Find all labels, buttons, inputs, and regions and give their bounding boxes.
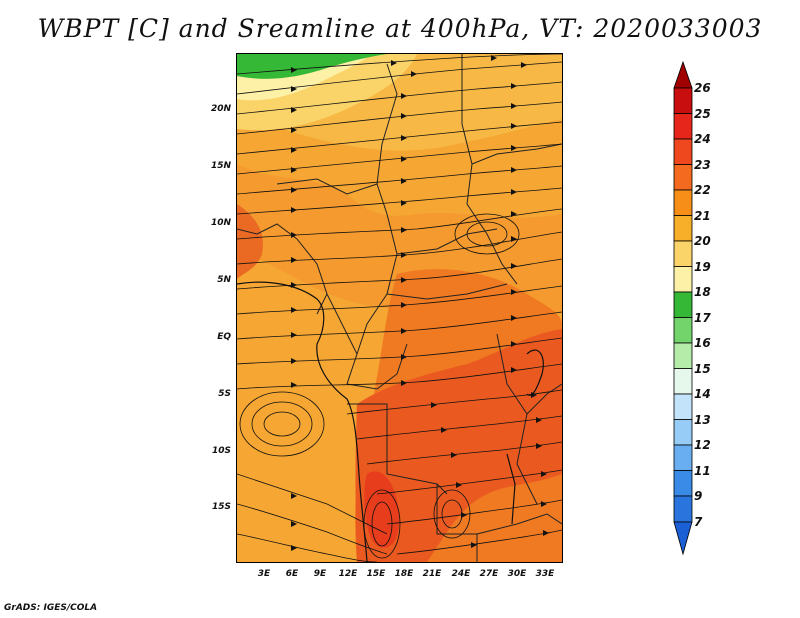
colorbar-label-15: 15 <box>694 362 711 376</box>
streamlines <box>237 54 562 562</box>
country-borders <box>237 54 562 562</box>
colorbar-top-arrow <box>673 60 693 89</box>
lat-label-15n: 15N <box>210 161 231 171</box>
colorbar-label-9: 9 <box>694 489 703 503</box>
colorbar-seg-22 <box>673 164 693 191</box>
colorbar-label-21: 21 <box>694 209 711 223</box>
colorbar-seg-25 <box>673 87 693 114</box>
colorbar-label-14: 14 <box>694 387 711 401</box>
colorbar-label-19: 19 <box>694 260 711 274</box>
field-green <box>237 54 387 79</box>
colorbar-label-17: 17 <box>694 311 711 325</box>
colorbar-label-22: 22 <box>694 183 711 197</box>
field-red-orange <box>355 329 562 562</box>
colorbar-label-23: 23 <box>694 158 711 172</box>
colorbar-label-13: 13 <box>694 413 711 427</box>
map-title: WBPT [C] and Sreamline at 400hPa, VT: 20… <box>37 14 763 43</box>
lon-label-3e: 3E <box>257 569 271 579</box>
colorbar-seg-21 <box>673 189 693 216</box>
colorbar-seg-11 <box>673 444 693 471</box>
colorbar <box>673 60 693 556</box>
lat-label-15s: 15S <box>211 502 231 512</box>
field-lighter-southwest <box>237 380 347 562</box>
colorbar-bottom-arrow <box>673 521 693 556</box>
streamline-arrows <box>291 55 549 551</box>
lon-label-33e: 33E <box>535 569 555 579</box>
colorbar-label-26: 26 <box>694 81 711 95</box>
colorbar-label-24: 24 <box>694 132 711 146</box>
colorbar-seg-17 <box>673 291 693 318</box>
map-panel <box>236 53 563 563</box>
colorbar-label-16: 16 <box>694 336 711 350</box>
field-red-blob <box>364 471 400 548</box>
colorbar-seg-14 <box>673 368 693 395</box>
colorbar-seg-18 <box>673 266 693 293</box>
colorbar-seg-23 <box>673 138 693 165</box>
lon-label-6e: 6E <box>285 569 299 579</box>
lat-label-10n: 10N <box>210 218 231 228</box>
colorbar-seg-20 <box>673 215 693 242</box>
colorbar-seg-19 <box>673 240 693 267</box>
lat-label-20n: 20N <box>210 104 231 114</box>
colorbar-seg-24 <box>673 113 693 140</box>
colorbar-seg-16 <box>673 317 693 344</box>
lon-label-9e: 9E <box>313 569 327 579</box>
lat-label-5s: 5S <box>218 389 231 399</box>
colorbar-seg-13 <box>673 393 693 420</box>
lon-label-12e: 12E <box>338 569 358 579</box>
lon-label-21e: 21E <box>422 569 442 579</box>
lat-label-eq: EQ <box>217 332 231 342</box>
lon-label-27e: 27E <box>479 569 499 579</box>
colorbar-label-20: 20 <box>694 234 711 248</box>
colorbar-label-18: 18 <box>694 285 711 299</box>
colorbar-seg-9 <box>673 470 693 497</box>
colorbar-label-11: 11 <box>694 464 711 478</box>
colorbar-seg-7 <box>673 495 693 523</box>
lat-label-10s: 10S <box>211 446 231 456</box>
lat-label-5n: 5N <box>217 275 231 285</box>
lon-label-15e: 15E <box>366 569 386 579</box>
grads-credit: GrADS: IGES/COLA <box>4 603 98 613</box>
colorbar-label-7: 7 <box>694 515 703 529</box>
map-canvas <box>237 54 562 562</box>
colorbar-seg-15 <box>673 342 693 369</box>
lon-label-24e: 24E <box>451 569 471 579</box>
lon-label-18e: 18E <box>394 569 414 579</box>
colorbar-seg-12 <box>673 419 693 446</box>
lon-label-30e: 30E <box>507 569 527 579</box>
field-west-coast-orange <box>237 204 263 279</box>
colorbar-label-25: 25 <box>694 107 711 121</box>
colorbar-label-12: 12 <box>694 438 711 452</box>
